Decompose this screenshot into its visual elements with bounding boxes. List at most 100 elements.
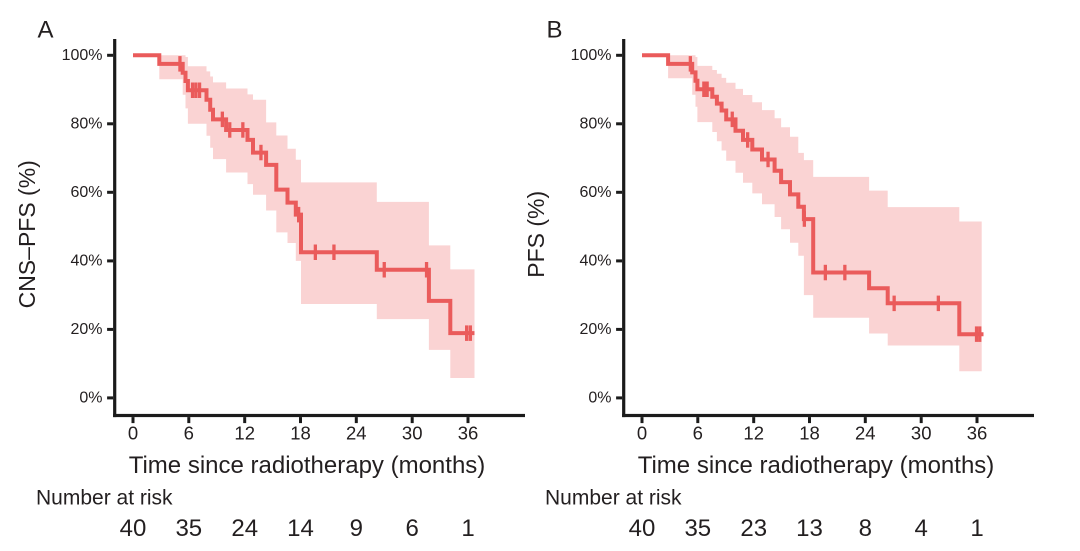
y-tick-label: 100% xyxy=(62,47,103,64)
y-tick-label: 0% xyxy=(588,389,611,406)
censor-mark xyxy=(313,244,317,260)
x-tick xyxy=(919,417,923,424)
censor-mark xyxy=(892,295,896,312)
y-tick xyxy=(107,327,114,331)
censor-mark xyxy=(382,262,386,278)
x-tick xyxy=(863,417,867,424)
censor-mark xyxy=(190,82,195,98)
x-tick xyxy=(640,417,644,424)
y-axis-title: PFS (%) xyxy=(523,191,549,278)
risk-count: 35 xyxy=(175,515,202,542)
y-tick xyxy=(616,190,623,194)
y-axis-title: CNS–PFS (%) xyxy=(14,160,40,308)
survival-curve xyxy=(133,53,475,336)
censor-mark xyxy=(465,325,469,341)
risk-count: 1 xyxy=(461,515,474,542)
y-axis-line xyxy=(113,39,117,418)
censor-mark xyxy=(766,151,770,168)
censor-mark xyxy=(332,244,336,260)
y-axis-line xyxy=(622,39,626,418)
x-tick-label: 12 xyxy=(234,423,255,444)
censor-mark xyxy=(702,81,706,97)
censor-mark xyxy=(688,56,692,72)
risk-count: 1 xyxy=(970,515,983,542)
y-tick-label: 40% xyxy=(70,252,102,269)
censor-mark xyxy=(468,325,472,341)
x-tick xyxy=(187,417,191,424)
x-tick-label: 6 xyxy=(693,423,703,444)
x-axis-line xyxy=(622,413,1034,418)
censor-mark xyxy=(843,264,847,281)
x-tick xyxy=(410,417,414,424)
x-tick xyxy=(299,417,302,424)
y-tick xyxy=(616,259,623,263)
censor-mark xyxy=(974,326,979,342)
x-tick-label: 0 xyxy=(637,423,647,444)
risk-count: 6 xyxy=(406,515,419,542)
x-tick xyxy=(808,417,811,424)
y-tick-label: 40% xyxy=(579,252,611,269)
panel-letter: A xyxy=(38,16,54,43)
y-tick-label: 80% xyxy=(579,115,611,132)
x-tick-label: 30 xyxy=(402,423,423,444)
x-axis-line xyxy=(113,413,525,418)
y-tick xyxy=(616,327,623,331)
censor-mark xyxy=(220,111,224,128)
x-tick-label: 24 xyxy=(855,423,876,444)
km-panel-A: 100% 80% 60% 40% 20% 0% 0 6 12 18 24 30 36 Time since… xyxy=(14,16,525,542)
risk-count: 24 xyxy=(231,515,258,542)
x-tick xyxy=(466,417,470,424)
x-tick xyxy=(354,417,358,424)
x-tick-label: 30 xyxy=(911,423,932,444)
censor-mark xyxy=(936,295,940,312)
censor-mark xyxy=(705,81,709,97)
y-tick xyxy=(107,259,114,263)
censor-mark xyxy=(194,82,198,98)
y-tick-label: 20% xyxy=(70,321,102,338)
risk-count: 40 xyxy=(629,515,656,542)
censor-mark xyxy=(241,122,245,138)
x-tick-label: 36 xyxy=(967,423,988,444)
y-tick xyxy=(107,53,114,57)
y-tick xyxy=(616,396,623,400)
censor-mark xyxy=(197,82,202,98)
x-tick-label: 18 xyxy=(290,423,311,444)
x-tick-label: 0 xyxy=(128,423,138,444)
panel-letter: B xyxy=(547,16,563,43)
survival-curve xyxy=(642,53,984,337)
risk-count: 14 xyxy=(287,515,314,542)
censor-mark xyxy=(297,206,301,223)
x-tick-label: 18 xyxy=(799,423,820,444)
x-tick-label: 24 xyxy=(346,423,367,444)
risk-count: 8 xyxy=(859,515,872,542)
censor-mark xyxy=(978,326,982,342)
x-tick-label: 6 xyxy=(184,423,194,444)
y-tick-label: 100% xyxy=(571,47,612,64)
x-tick xyxy=(243,417,247,424)
y-tick-label: 20% xyxy=(579,321,611,338)
censor-mark xyxy=(802,211,806,227)
x-axis-title: Time since radiotherapy (months) xyxy=(129,452,486,479)
risk-count: 9 xyxy=(350,515,363,542)
censor-mark xyxy=(746,132,750,148)
risk-table-label: Number at risk xyxy=(545,487,682,510)
x-tick-label: 36 xyxy=(458,423,479,444)
risk-count: 13 xyxy=(796,515,823,542)
risk-table-label: Number at risk xyxy=(36,487,173,510)
risk-count: 35 xyxy=(684,515,711,542)
y-tick-label: 80% xyxy=(70,115,102,132)
x-tick xyxy=(975,417,979,424)
confidence-band xyxy=(159,55,475,379)
y-tick-label: 60% xyxy=(579,184,611,201)
y-tick xyxy=(616,122,623,126)
risk-count: 23 xyxy=(740,515,767,542)
censor-mark xyxy=(823,264,827,281)
y-tick-label: 60% xyxy=(70,184,102,201)
censor-mark xyxy=(424,262,429,278)
x-axis-title: Time since radiotherapy (months) xyxy=(638,452,995,479)
y-tick xyxy=(107,396,114,400)
y-tick-label: 0% xyxy=(79,389,102,406)
